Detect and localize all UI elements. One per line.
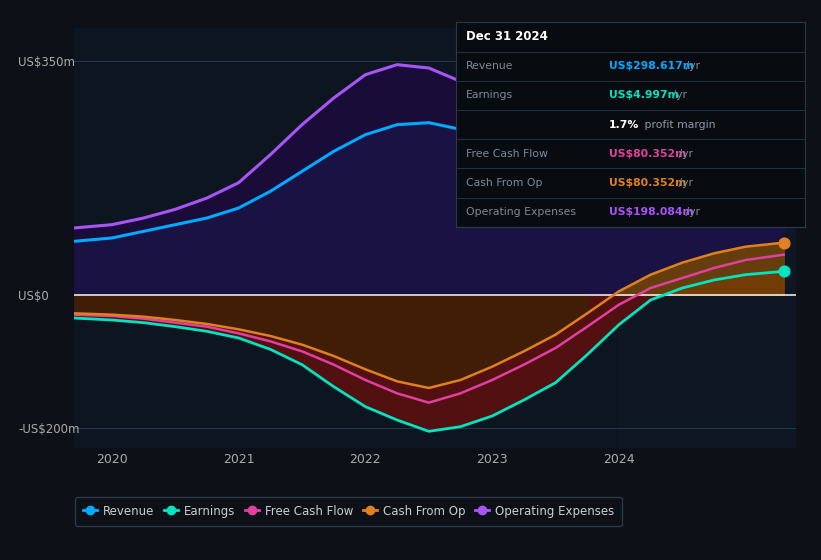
Text: /yr: /yr xyxy=(669,90,687,100)
Text: US$80.352m: US$80.352m xyxy=(609,149,686,159)
Text: 1.7%: 1.7% xyxy=(609,120,640,129)
Text: profit margin: profit margin xyxy=(640,120,715,129)
Text: US$198.084m: US$198.084m xyxy=(609,207,694,217)
Point xyxy=(777,157,791,166)
Text: Free Cash Flow: Free Cash Flow xyxy=(466,149,548,159)
Text: Revenue: Revenue xyxy=(466,61,514,71)
Text: Earnings: Earnings xyxy=(466,90,513,100)
Text: US$298.617m: US$298.617m xyxy=(609,61,695,71)
Point xyxy=(777,238,791,247)
Text: /yr: /yr xyxy=(676,149,694,159)
Text: /yr: /yr xyxy=(682,207,700,217)
Text: Dec 31 2024: Dec 31 2024 xyxy=(466,30,548,44)
Text: Cash From Op: Cash From Op xyxy=(466,178,543,188)
Bar xyxy=(619,28,796,448)
Text: /yr: /yr xyxy=(676,178,694,188)
Point xyxy=(777,78,791,87)
Text: US$4.997m: US$4.997m xyxy=(609,90,679,100)
Text: /yr: /yr xyxy=(682,61,700,71)
Legend: Revenue, Earnings, Free Cash Flow, Cash From Op, Operating Expenses: Revenue, Earnings, Free Cash Flow, Cash … xyxy=(75,497,622,526)
Text: US$80.352m: US$80.352m xyxy=(609,178,686,188)
Point xyxy=(777,267,791,276)
Text: Operating Expenses: Operating Expenses xyxy=(466,207,576,217)
